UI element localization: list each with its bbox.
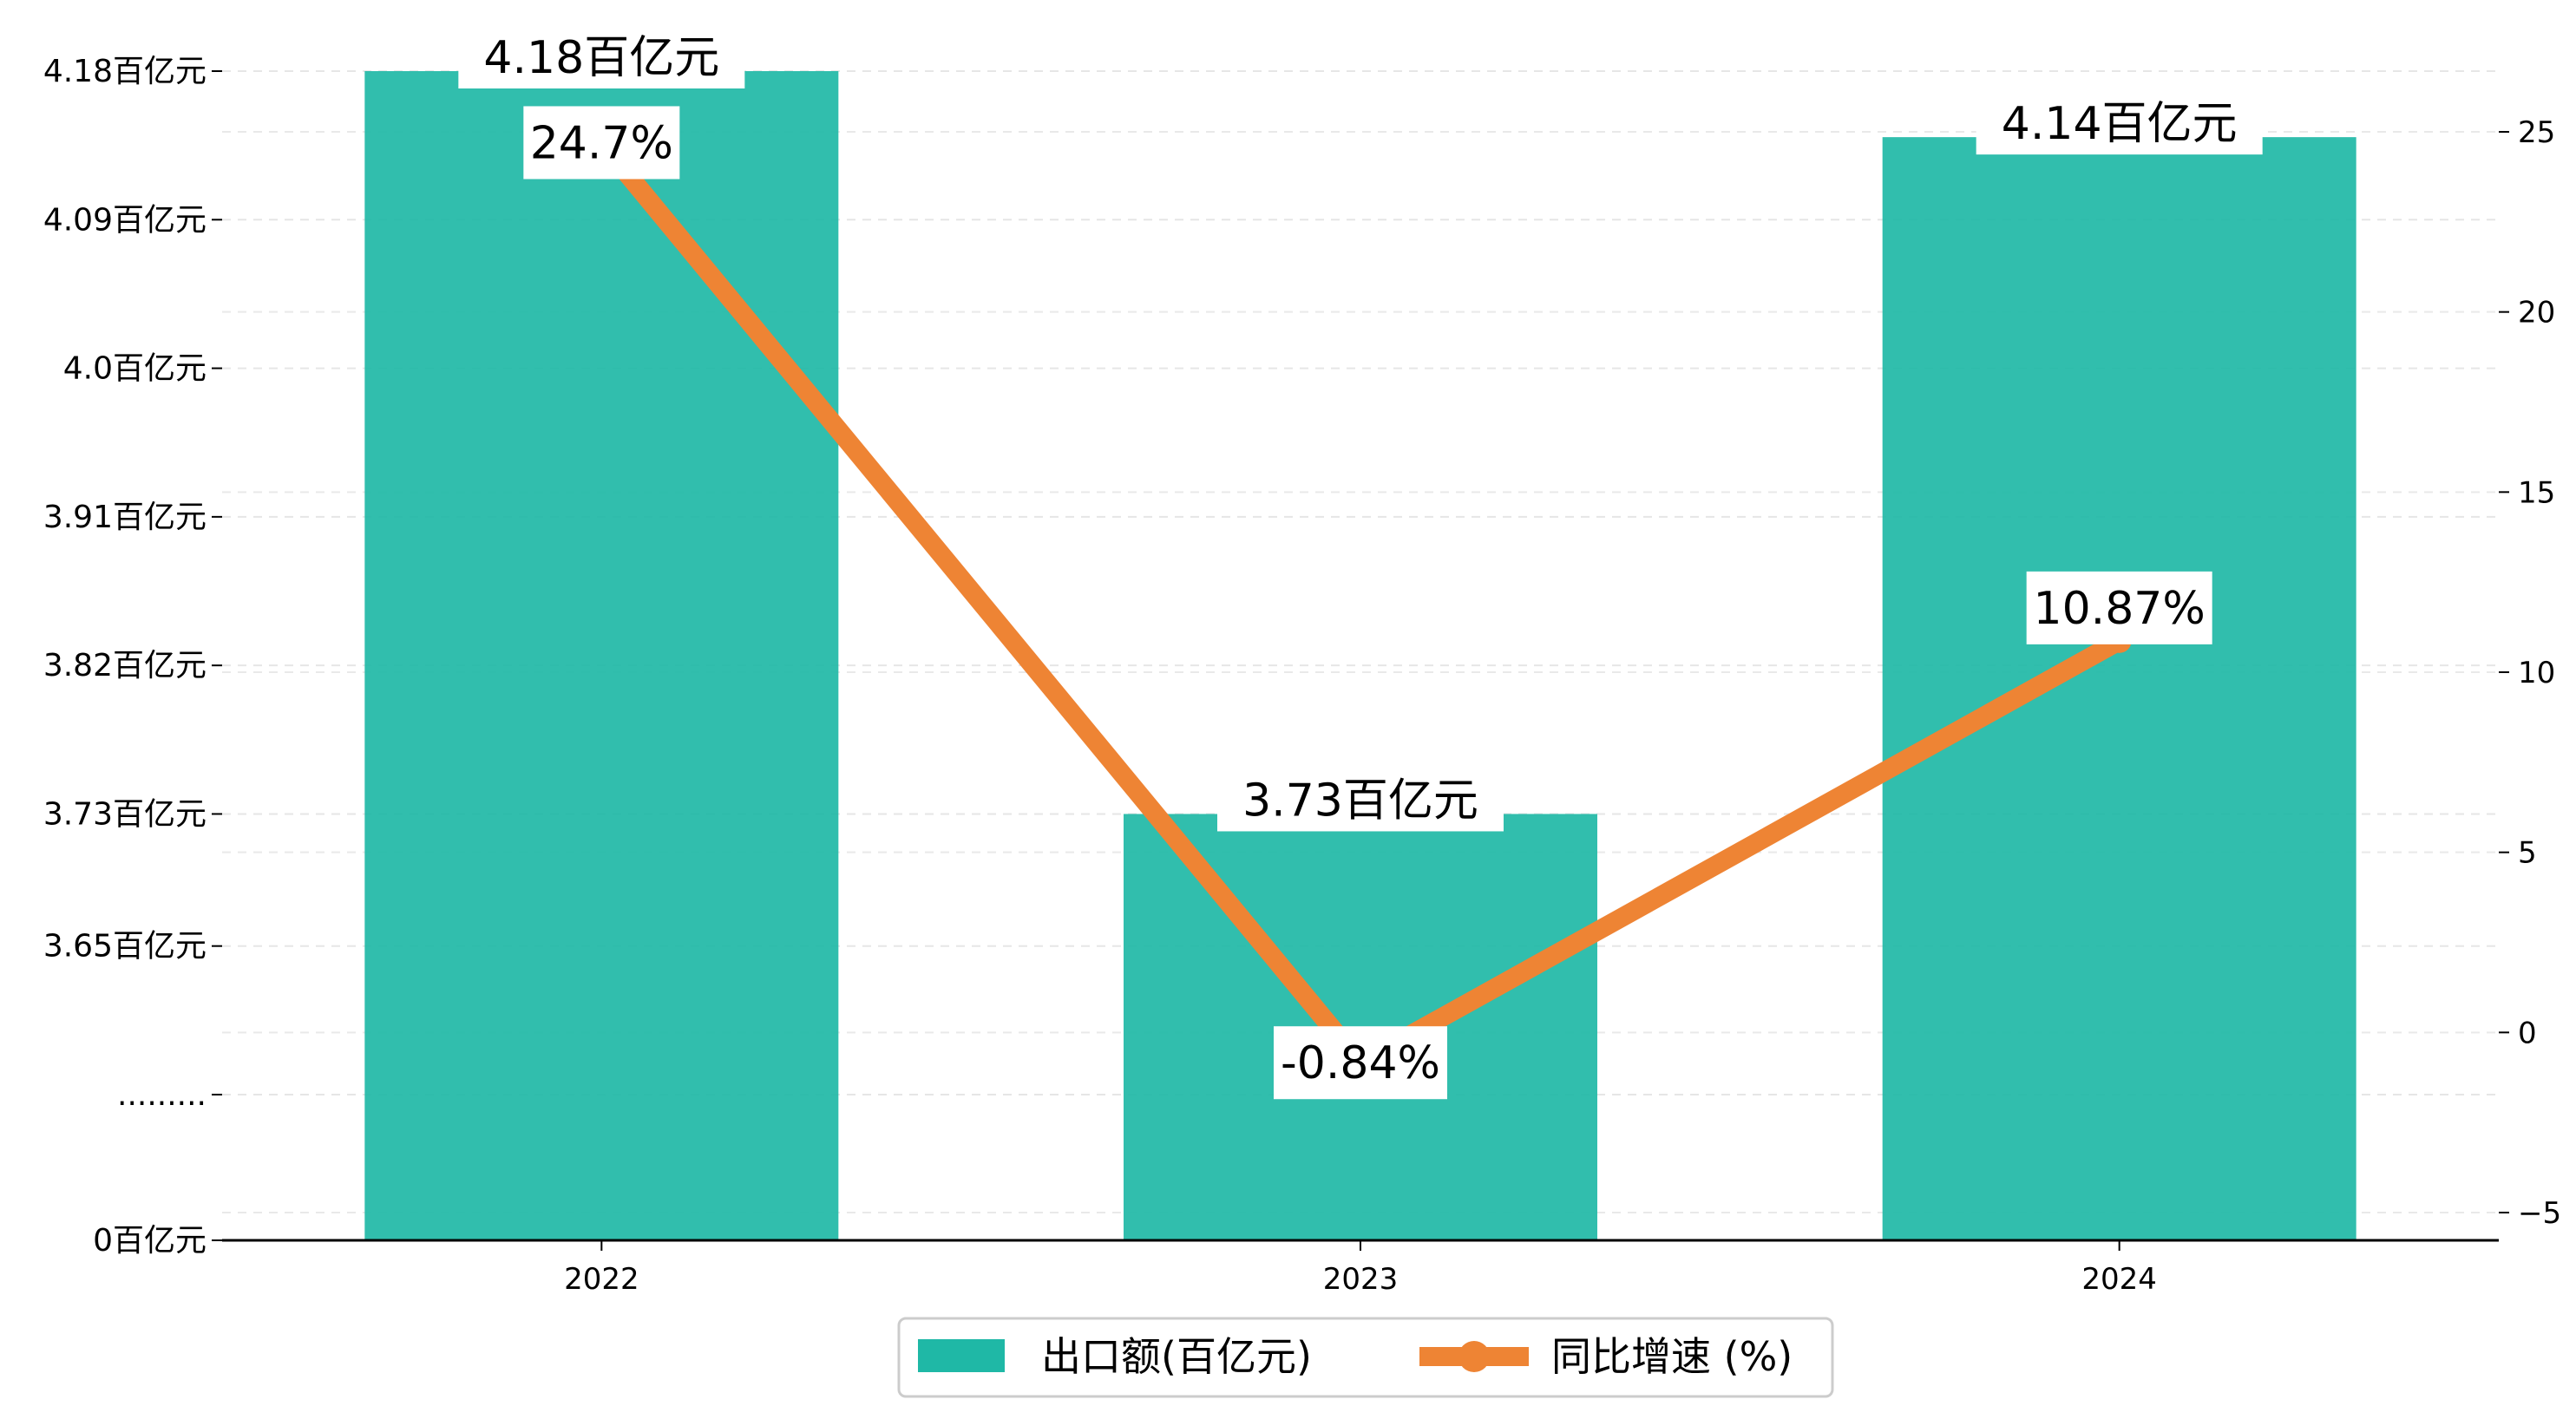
left-tick-label: 3.82百亿元 — [43, 648, 206, 683]
legend: 出口额(百亿元) 同比增速 (%) — [897, 1317, 1834, 1398]
x-tick-label: 2024 — [2081, 1262, 2157, 1297]
point-value-label: 10.87% — [2034, 583, 2206, 635]
point-label-box — [2026, 571, 2212, 644]
bar-label-box — [1217, 765, 1504, 832]
point-value-label: -0.84% — [1281, 1037, 1440, 1089]
right-tick-label: 5 — [2518, 836, 2537, 871]
left-tick-label: 3.73百亿元 — [43, 796, 206, 832]
left-tick-label: 0百亿元 — [93, 1223, 206, 1259]
bar-value-label: 4.14百亿元 — [2002, 98, 2238, 150]
bar-2022 — [364, 71, 839, 1240]
right-tick-label: 0 — [2518, 1016, 2537, 1050]
bar-value-label: 3.73百亿元 — [1242, 775, 1478, 827]
point-label-box — [1274, 1026, 1447, 1100]
left-tick-label: 4.18百亿元 — [43, 54, 206, 89]
x-tick-label: 2022 — [564, 1262, 639, 1297]
bar-label-box — [1976, 88, 2263, 155]
bar-label-box — [458, 23, 745, 88]
right-tick-label: 20 — [2518, 296, 2555, 330]
right-tick-label: 10 — [2518, 656, 2555, 690]
left-tick-label: 4.09百亿元 — [43, 202, 206, 238]
left-tick-label: 3.91百亿元 — [43, 500, 206, 535]
legend-bar-label: 出口额(百亿元) — [1041, 1333, 1312, 1380]
legend-bar-swatch — [918, 1339, 1005, 1372]
right-tick-label: −5 — [2518, 1196, 2561, 1231]
bar-2024 — [1882, 137, 2356, 1240]
left-tick-label: ......... — [117, 1077, 206, 1113]
left-tick-label: 3.65百亿元 — [43, 929, 206, 965]
right-tick-label: 25 — [2518, 115, 2555, 150]
legend-line-label: 同比增速 (%) — [1551, 1333, 1793, 1380]
bar-value-label: 4.18百亿元 — [483, 32, 719, 84]
right-tick-label: 15 — [2518, 475, 2555, 510]
x-tick-label: 2023 — [1323, 1262, 1399, 1297]
point-value-label: 24.7% — [530, 117, 673, 169]
legend-line-marker — [1458, 1341, 1490, 1372]
legend-frame — [897, 1317, 1834, 1398]
point-label-box — [523, 106, 680, 180]
left-tick-label: 4.0百亿元 — [63, 351, 206, 387]
